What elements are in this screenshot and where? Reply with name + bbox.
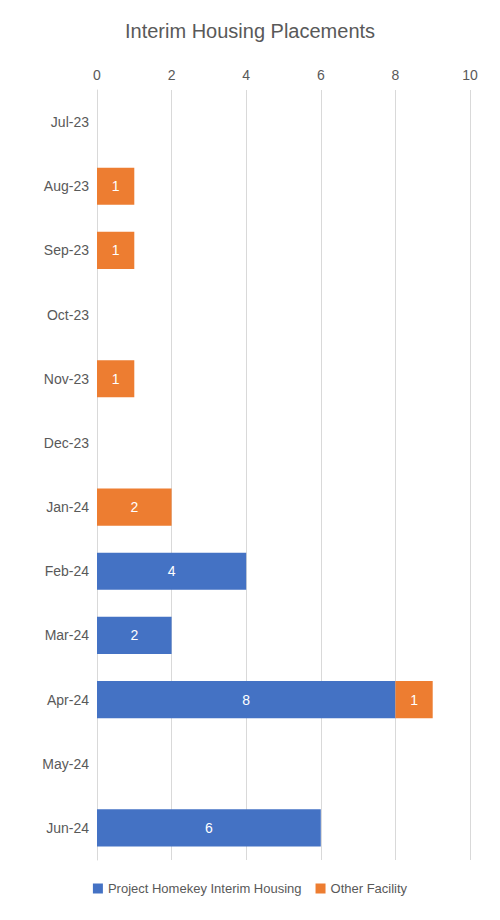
svg-text:Jul-23: Jul-23 [51, 114, 89, 130]
svg-text:Jan-24: Jan-24 [46, 499, 89, 515]
svg-text:1: 1 [112, 371, 120, 387]
svg-text:Sep-23: Sep-23 [44, 242, 89, 258]
svg-text:Feb-24: Feb-24 [45, 563, 90, 579]
svg-text:2: 2 [130, 627, 138, 643]
svg-text:8: 8 [242, 692, 250, 708]
svg-text:4: 4 [168, 563, 176, 579]
svg-text:Nov-23: Nov-23 [44, 371, 89, 387]
svg-text:Apr-24: Apr-24 [47, 692, 89, 708]
svg-text:Interim Housing Placements: Interim Housing Placements [125, 20, 375, 42]
svg-text:1: 1 [410, 692, 418, 708]
svg-text:8: 8 [392, 67, 400, 83]
svg-text:Mar-24: Mar-24 [45, 627, 90, 643]
svg-text:1: 1 [112, 242, 120, 258]
svg-text:0: 0 [93, 67, 101, 83]
svg-text:1: 1 [112, 178, 120, 194]
svg-text:Dec-23: Dec-23 [44, 435, 89, 451]
svg-text:2: 2 [130, 499, 138, 515]
svg-text:10: 10 [462, 67, 478, 83]
svg-text:Other Facility: Other Facility [331, 881, 408, 896]
svg-text:6: 6 [205, 820, 213, 836]
svg-text:May-24: May-24 [42, 756, 89, 772]
svg-text:Aug-23: Aug-23 [44, 178, 89, 194]
svg-text:2: 2 [168, 67, 176, 83]
svg-text:4: 4 [242, 67, 250, 83]
svg-text:6: 6 [317, 67, 325, 83]
svg-text:Oct-23: Oct-23 [47, 307, 89, 323]
svg-text:Jun-24: Jun-24 [46, 820, 89, 836]
svg-text:Project Homekey Interim Housin: Project Homekey Interim Housing [108, 881, 302, 896]
